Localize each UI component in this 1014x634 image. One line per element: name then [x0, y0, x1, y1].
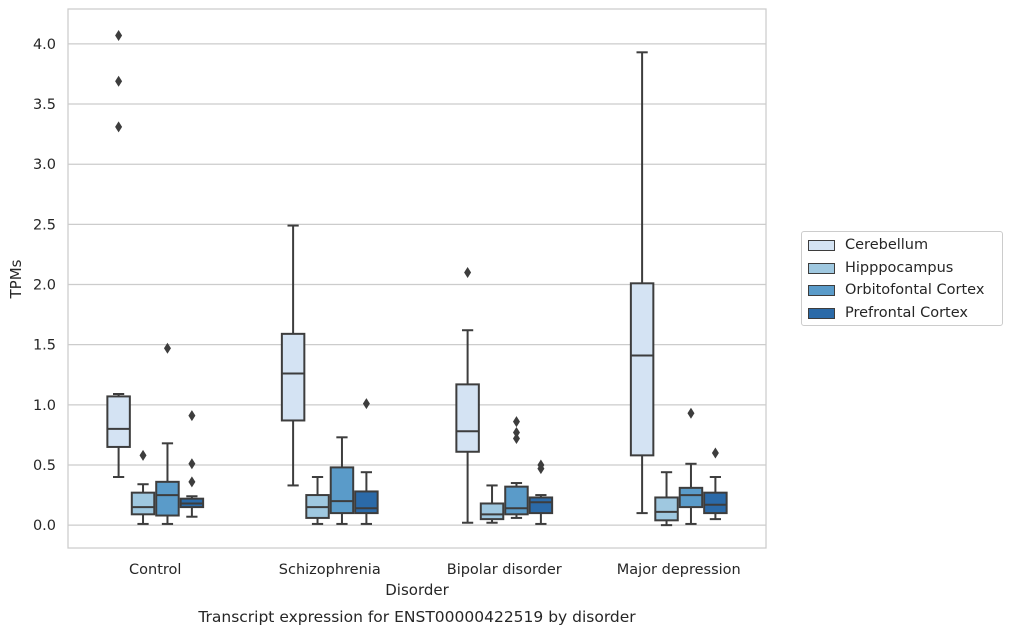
box-3-0 — [629, 51, 655, 515]
box — [155, 480, 180, 517]
outlier-point — [188, 410, 196, 422]
box — [106, 395, 131, 448]
legend-item-cerebellum: Cerebellum — [808, 235, 928, 255]
outlier-point — [163, 342, 171, 354]
plot-frame — [67, 8, 767, 549]
outlier-point — [115, 121, 123, 133]
box-3-3 — [703, 447, 728, 521]
box-1-2 — [329, 436, 355, 525]
legend-swatch — [808, 284, 835, 296]
box — [504, 485, 529, 516]
y-axis-label: TPMs — [7, 259, 25, 299]
outlier-point — [537, 459, 545, 471]
box — [329, 466, 355, 515]
legend-item-hippocampus: Hipppocampus — [808, 258, 953, 278]
outlier-point — [711, 447, 719, 459]
box-2-2 — [504, 416, 529, 519]
box — [130, 491, 156, 516]
box-2-3 — [528, 459, 554, 525]
legend-label: Prefrontal Cortex — [845, 305, 968, 321]
box-0-3 — [179, 410, 205, 518]
x-tick-labels: Control Schizophrenia Bipolar disorder Majo… — [129, 562, 741, 578]
box — [354, 490, 379, 515]
box-0-1 — [130, 449, 156, 525]
outlier-point — [115, 75, 123, 87]
outlier-point — [188, 458, 196, 470]
box — [455, 383, 480, 453]
box — [703, 491, 728, 515]
box — [528, 496, 554, 515]
legend-swatch — [808, 262, 835, 274]
outlier-point — [115, 29, 123, 41]
box-3-2 — [678, 407, 704, 525]
y-tick-label: 1.0 — [33, 398, 56, 414]
box-groups — [106, 29, 728, 527]
box — [654, 496, 679, 522]
x-tick-label: Schizophrenia — [279, 562, 381, 578]
y-tick-label: 0.0 — [33, 518, 56, 534]
chart-title: Transcript expression for ENST0000042251… — [197, 608, 636, 626]
box-2-1 — [479, 484, 505, 524]
box — [479, 502, 505, 521]
y-tick-label: 0.5 — [33, 458, 56, 474]
x-tick-label: Control — [129, 562, 181, 578]
y-tick-label: 2.0 — [33, 278, 56, 294]
legend-label: Hipppocampus — [845, 260, 954, 276]
box-0-0 — [106, 29, 131, 479]
box — [678, 486, 704, 509]
x-tick-label: Bipolar disorder — [447, 562, 562, 578]
y-tick-label: 3.0 — [33, 157, 56, 173]
legend: Cerebellum Hipppocampus Orbitofontal Cor… — [801, 231, 1003, 326]
box-1-3 — [354, 398, 379, 525]
outlier-point — [188, 476, 196, 488]
box-1-0 — [280, 224, 306, 487]
outlier-point — [139, 449, 147, 461]
legend-swatch — [808, 239, 835, 251]
y-tick-label: 3.5 — [33, 97, 56, 113]
outlier-point — [464, 266, 472, 278]
box-3-1 — [654, 471, 679, 527]
y-tick-label: 1.5 — [33, 338, 56, 354]
box — [280, 332, 306, 422]
box — [629, 282, 655, 457]
y-tick-label: 4.0 — [33, 37, 56, 53]
legend-label: Cerebellum — [845, 237, 929, 253]
outlier-point — [512, 416, 520, 428]
legend-swatch — [808, 307, 835, 319]
x-axis-label: Disorder — [385, 581, 449, 599]
legend-item-orbitofrontal-cortex: Orbitofontal Cortex — [808, 280, 984, 300]
outlier-point — [687, 407, 695, 419]
legend-label: Orbitofontal Cortex — [845, 282, 985, 298]
x-tick-label: Major depression — [617, 562, 741, 578]
outlier-point — [362, 398, 370, 410]
box-1-1 — [305, 476, 330, 525]
y-tick-label: 2.5 — [33, 217, 56, 233]
box-0-2 — [155, 342, 180, 525]
grid-lines — [68, 43, 766, 526]
outlier-point — [512, 433, 520, 445]
box-2-0 — [455, 266, 480, 524]
y-tick-labels: 0.0 0.5 1.0 1.5 2.0 2.5 3.0 3.5 4.0 — [33, 37, 56, 534]
legend-item-prefrontal-cortex: Prefrontal Cortex — [808, 303, 968, 323]
outlier-point — [512, 427, 520, 438]
